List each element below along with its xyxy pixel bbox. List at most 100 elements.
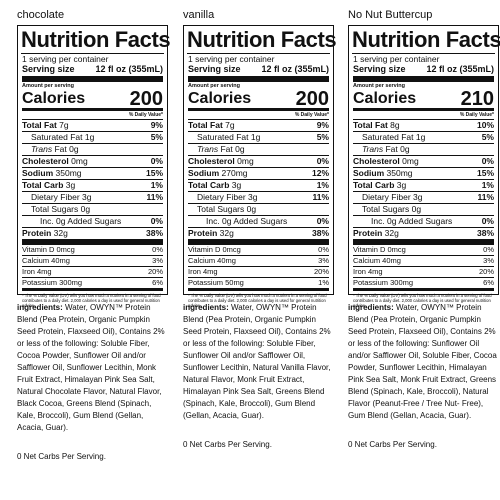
vitamin-label: Calcium 40mg [22, 256, 70, 265]
nutrient-label: Total Sugars [31, 204, 79, 214]
nutrient-label: Sodium [22, 168, 54, 178]
nutrient-row-trans-fat: Trans Fat 0g [353, 144, 494, 156]
vitamin-label: Iron 4mg [353, 267, 383, 276]
nutrient-label: Saturated Fat [362, 132, 414, 142]
serving-size-value: 12 fl oz (355mL) [261, 64, 329, 74]
nutrient-row-total-sugars: Total Sugars 0g [188, 204, 329, 216]
nutrient-percent: 11% [477, 192, 494, 202]
nutrient-row-total-carb: Total Carb 3g 1% [353, 180, 494, 192]
nutrient-percent: 9% [316, 120, 329, 130]
calories-row: Calories 200 [188, 89, 329, 111]
nutrient-amount: 3g [396, 180, 407, 190]
calories-label: Calories [188, 90, 252, 107]
nutrient-row-dietary-fiber: Dietary Fiber 3g 11% [22, 192, 163, 204]
nutrition-facts-title: Nutrition Facts [187, 27, 337, 54]
vitamin-label: Vitamin D 0mcg [22, 245, 75, 254]
vitamin-percent: 0% [483, 245, 494, 254]
amount-per-serving: Amount per serving [353, 83, 405, 89]
ingredients-text: ingredients: Water, OWYN™ Protein Blend … [348, 302, 499, 422]
amount-per-serving: Amount per serving [188, 83, 240, 89]
nutrition-facts-panel: Nutrition Facts 1 serving per container … [17, 25, 171, 308]
vitamin-row: Vitamin D 0mcg 0% [188, 245, 329, 256]
nutrient-amount: 1g [84, 132, 95, 142]
nutrient-amount: 32g [384, 228, 399, 238]
nutrient-percent: 15% [145, 168, 163, 178]
vitamin-row: Vitamin D 0mcg 0% [22, 245, 163, 256]
nutrient-row-added-sugars: Inc. 0g Added Sugars 0% [353, 216, 494, 228]
nutrient-amount: 3g [65, 180, 76, 190]
nutrient-amount: 7g [225, 120, 235, 130]
vitamin-label: Calcium 40mg [188, 256, 236, 265]
nutrient-row-saturated-fat: Saturated Fat 1g 5% [188, 132, 329, 144]
nutrient-row-total-fat: Total Fat 7g 9% [22, 120, 163, 132]
vitamin-percent: 3% [483, 256, 494, 265]
nutrient-label: Protein [188, 228, 218, 238]
vitamin-percent: 20% [147, 267, 163, 276]
serving-size-label: Serving size [353, 64, 406, 74]
vitamin-label: Vitamin D 0mcg [353, 245, 406, 254]
calories-label: Calories [22, 90, 86, 107]
nutrient-row-trans-fat: Trans Fat 0g [188, 144, 329, 156]
net-carbs-note: 0 Net Carbs Per Serving. [17, 452, 106, 461]
vitamin-percent: 3% [152, 256, 163, 265]
nutrient-percent: 12% [311, 168, 329, 178]
nutrient-amount: 270mg [221, 168, 248, 178]
nutrient-label: Total Sugars [362, 204, 410, 214]
vitamin-label: Potassium 50mg [188, 278, 244, 287]
nutrient-amount: 350mg [386, 168, 413, 178]
nutrient-row-dietary-fiber: Dietary Fiber 3g 11% [353, 192, 494, 204]
nutrient-row-total-fat: Total Fat 8g 10% [353, 120, 494, 132]
vitamin-row: Iron 4mg 20% [353, 267, 494, 278]
daily-value-footnote: * The % Daily Value (DV) tells you how m… [22, 293, 161, 308]
nutrient-label: Sodium [188, 168, 220, 178]
nutrient-row-total-carb: Total Carb 3g 1% [22, 180, 163, 192]
vitamin-percent: 3% [318, 256, 329, 265]
nutrient-amount: Fat 0g [54, 144, 79, 154]
vitamin-row: Iron 4mg 20% [188, 267, 329, 278]
nutrient-percent: 10% [476, 120, 494, 130]
nutrient-label: Total Fat [22, 120, 57, 130]
nutrient-amount: 7g [59, 120, 69, 130]
nutrient-percent: 0% [150, 156, 163, 166]
vitamin-row: Vitamin D 0mcg 0% [353, 245, 494, 256]
nutrient-label: Cholesterol [353, 156, 400, 166]
nutrient-percent: 0% [150, 216, 163, 226]
vitamin-label: Iron 4mg [188, 267, 218, 276]
amount-per-serving: Amount per serving [22, 83, 74, 89]
nutrient-label: Total Fat [188, 120, 223, 130]
nutrient-row-total-carb: Total Carb 3g 1% [188, 180, 329, 192]
nutrient-percent: 0% [316, 156, 329, 166]
nutrient-label: Dietary Fiber [362, 192, 411, 202]
vitamin-label: Potassium 300mg [22, 278, 83, 287]
nutrient-row-dietary-fiber: Dietary Fiber 3g 11% [188, 192, 329, 204]
nutrient-amount: 0g [246, 204, 257, 214]
nutrient-row-added-sugars: Inc. 0g Added Sugars 0% [188, 216, 329, 228]
ingredients-text: ingredients: Water, OWYN™ Protein Blend … [183, 302, 334, 422]
nutrient-row-saturated-fat: Saturated Fat 1g 5% [22, 132, 163, 144]
nutrient-amount: 1g [250, 132, 261, 142]
vitamin-percent: 1% [318, 278, 329, 287]
nutrient-label: Sodium [353, 168, 385, 178]
serving-size-label: Serving size [22, 64, 75, 74]
nutrient-percent: 11% [312, 192, 329, 202]
net-carbs-note: 0 Net Carbs Per Serving. [183, 440, 272, 449]
vitamin-percent: 0% [152, 245, 163, 254]
calories-value: 210 [460, 88, 494, 110]
nutrient-amount: 350mg [55, 168, 82, 178]
nutrient-label: Saturated Fat [31, 132, 83, 142]
nutrient-amount: 0mg [237, 156, 254, 166]
net-carbs-note: 0 Net Carbs Per Serving. [348, 440, 437, 449]
nutrient-label: Inc. 0g Added Sugars [371, 216, 453, 226]
flavor-name: chocolate [17, 9, 65, 21]
ingredients-heading: ingredients: [183, 303, 229, 312]
nutrient-label: Inc. 0g Added Sugars [206, 216, 288, 226]
nutrient-row-total-fat: Total Fat 7g 9% [188, 120, 329, 132]
nutrient-label: Total Carb [22, 180, 64, 190]
nutrient-amount: 0mg [402, 156, 419, 166]
nutrient-percent: 5% [316, 132, 329, 142]
vitamin-row: Calcium 40mg 3% [188, 256, 329, 267]
nutrient-label: Total Carb [188, 180, 230, 190]
nutrition-facts-title: Nutrition Facts [21, 27, 171, 54]
vitamin-percent: 20% [478, 267, 494, 276]
nutrient-row-sodium: Sodium 270mg 12% [188, 168, 329, 180]
